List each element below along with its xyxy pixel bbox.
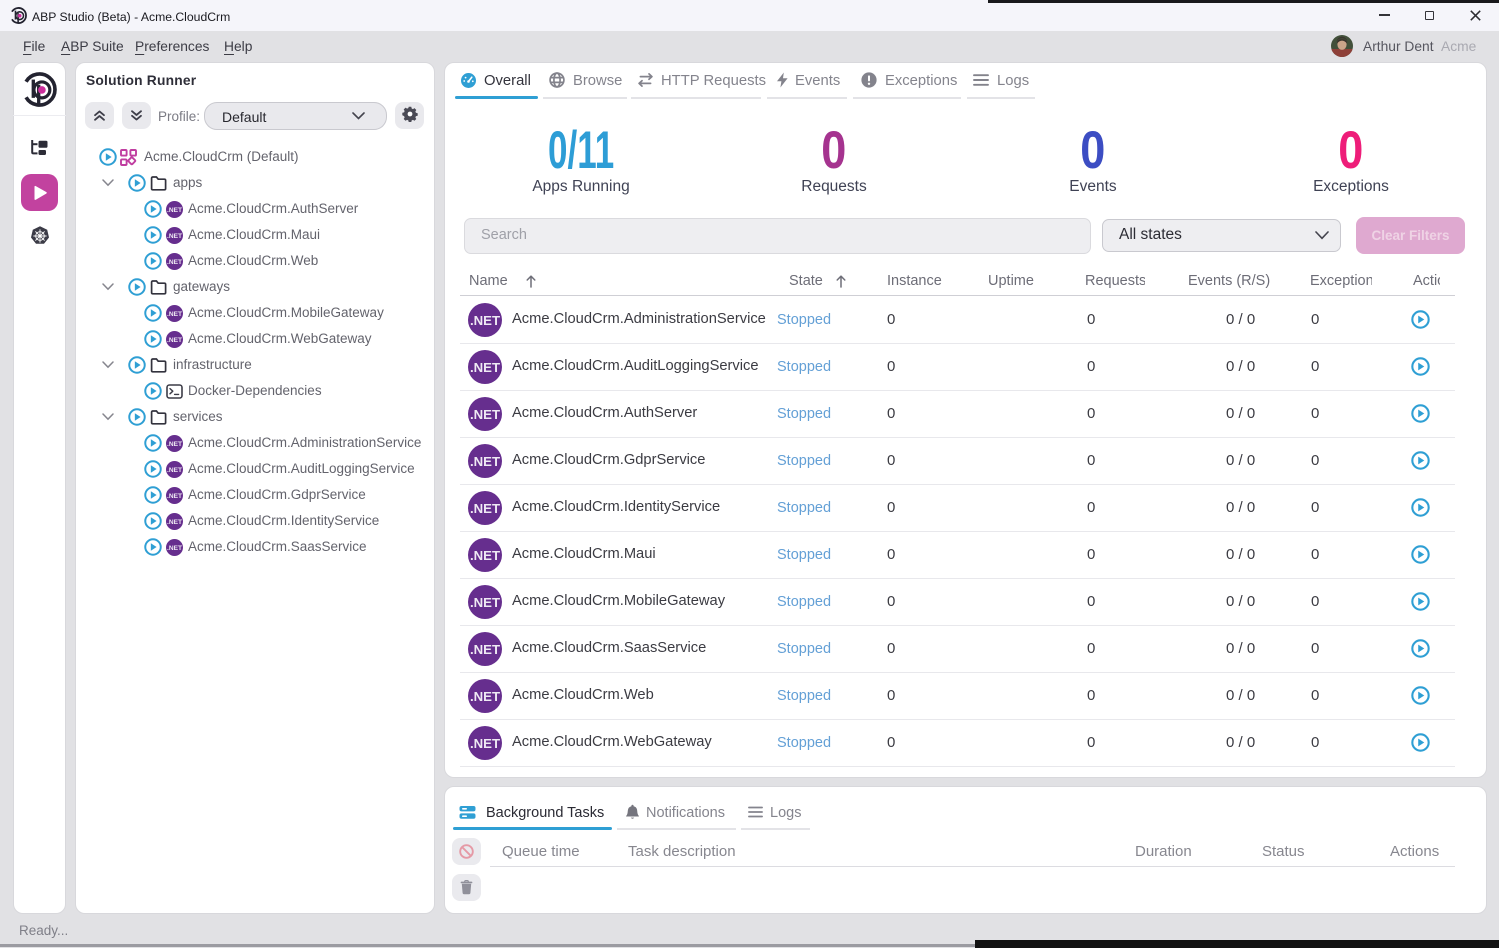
svg-text:.NET: .NET — [166, 466, 181, 473]
svg-text:.NET: .NET — [166, 258, 181, 265]
svg-text:.NET: .NET — [470, 312, 500, 327]
svg-text:.NET: .NET — [470, 688, 500, 703]
svg-text:.NET: .NET — [166, 440, 181, 447]
svg-text:.NET: .NET — [166, 336, 181, 343]
svg-text:.NET: .NET — [166, 206, 181, 213]
svg-text:.NET: .NET — [166, 310, 181, 317]
svg-text:.NET: .NET — [470, 406, 500, 421]
svg-text:.NET: .NET — [470, 547, 500, 562]
svg-text:.NET: .NET — [470, 500, 500, 515]
svg-text:.NET: .NET — [166, 518, 181, 525]
svg-text:.NET: .NET — [470, 594, 500, 609]
svg-text:.NET: .NET — [470, 359, 500, 374]
svg-text:.NET: .NET — [166, 232, 181, 239]
svg-text:.NET: .NET — [166, 544, 181, 551]
svg-text:.NET: .NET — [470, 735, 500, 750]
svg-text:.NET: .NET — [470, 641, 500, 656]
svg-text:.NET: .NET — [470, 453, 500, 468]
svg-text:.NET: .NET — [166, 492, 181, 499]
